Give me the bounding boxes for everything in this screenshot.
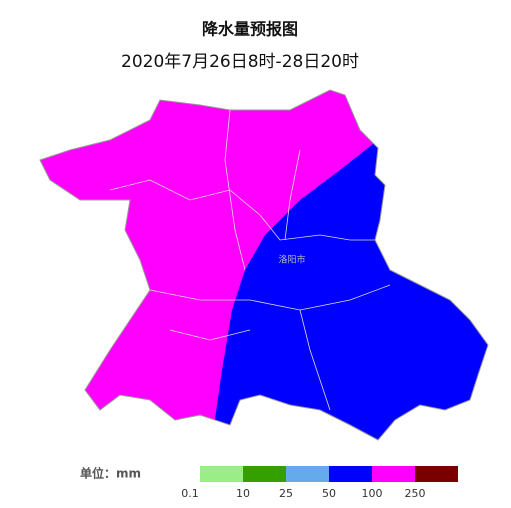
map-subtitle: 2020年7月26日8时-28日20时 [121,52,359,72]
legend-unit: 单位：mm [80,466,141,481]
map: 洛阳市 [39,89,489,441]
map-title: 降水量预报图 [202,20,298,39]
legend: 0.1 10 25 50 100 250 [181,466,458,500]
legend-swatch [415,466,458,482]
legend-swatch [200,466,243,482]
legend-label: 50 [322,487,336,500]
legend-swatch [329,466,372,482]
legend-label: 10 [236,487,250,500]
legend-swatch [372,466,415,482]
legend-label: 0.1 [181,487,199,500]
map-outline [39,89,489,441]
legend-label: 100 [362,487,383,500]
legend-label: 25 [279,487,293,500]
county-borders [109,109,391,411]
legend-label: 250 [405,487,426,500]
legend-swatch [286,466,329,482]
city-label: 洛阳市 [278,254,305,266]
legend-swatch [243,466,286,482]
